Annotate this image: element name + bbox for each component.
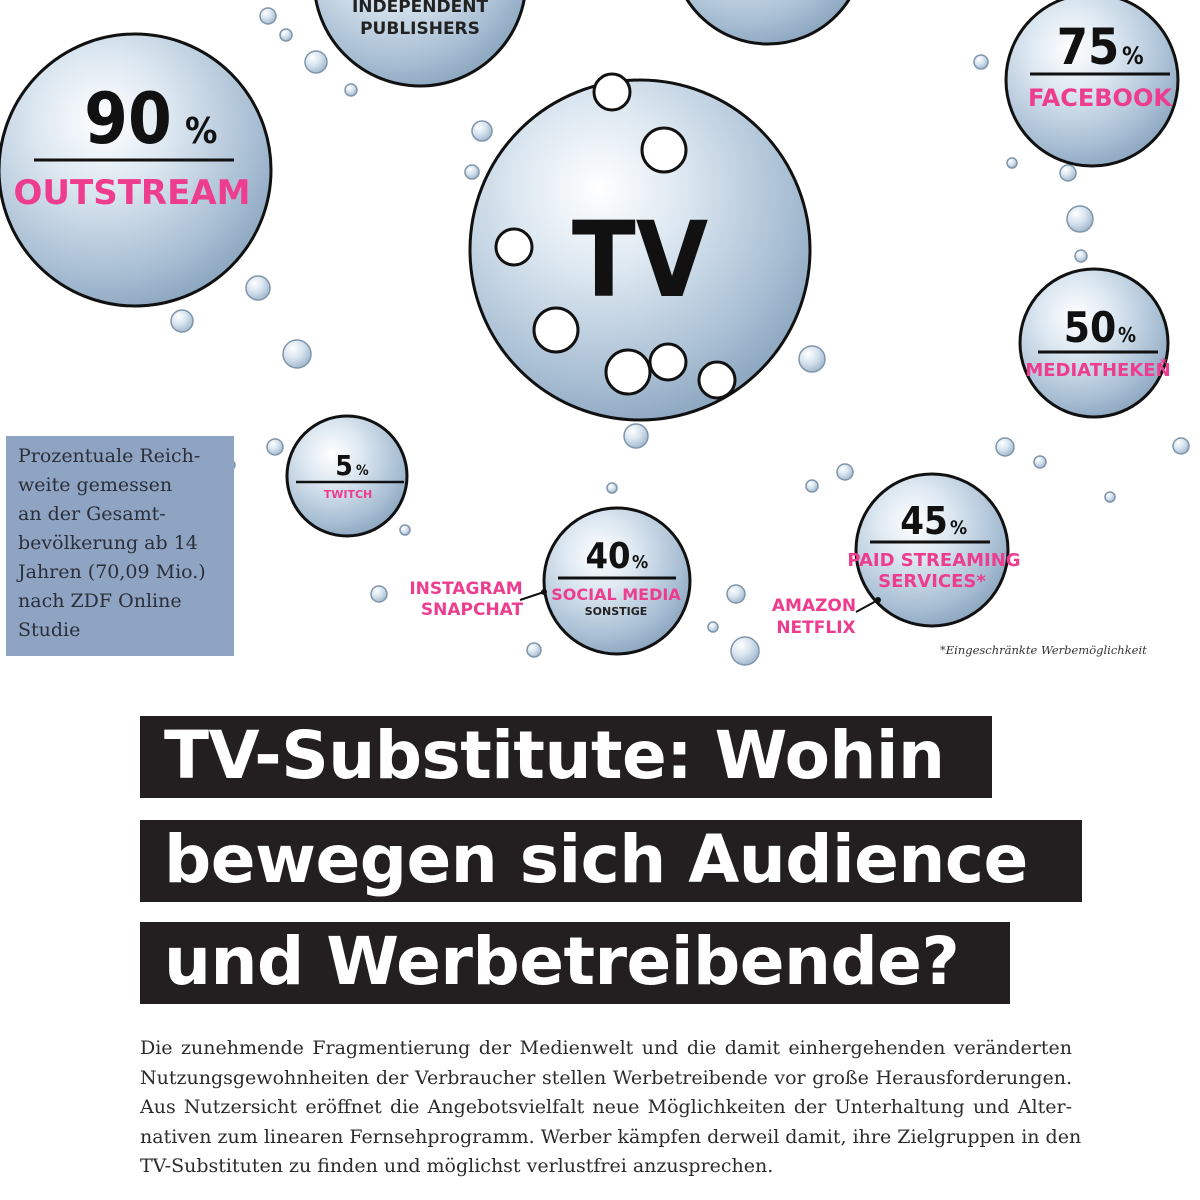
independent-label-2: PUBLISHERS bbox=[360, 19, 480, 39]
twitch-label: TWITCH bbox=[324, 488, 373, 501]
tv-label: TV bbox=[572, 199, 709, 321]
body-line: Aus Nutzersicht eröffnet die Angebotsvie… bbox=[140, 1096, 1072, 1118]
headline-line-1: TV-Substitute: Wohin bbox=[140, 716, 992, 798]
snapchat-label: SNAPCHAT bbox=[421, 600, 524, 620]
mediatheken-label: MEDIATHEKEN bbox=[1025, 360, 1170, 381]
twitch-unit: % bbox=[356, 463, 369, 479]
mediatheken-mark: * bbox=[1160, 357, 1167, 372]
note-line: bevölkerung ab 14 bbox=[18, 532, 198, 554]
footnote: *Eingeschränkte Werbemöglichkeit bbox=[940, 643, 1147, 657]
note-line: nach ZDF Online bbox=[18, 590, 182, 612]
twitch-value: 5 bbox=[335, 449, 353, 482]
top-partial-bubble bbox=[685, 0, 851, 46]
paid-value: 45 bbox=[900, 499, 948, 543]
outstream-label: OUTSTREAM bbox=[14, 173, 251, 213]
small-bubbles bbox=[170, 7, 1190, 666]
note-line: Jahren (70,09 Mio.) bbox=[18, 561, 206, 583]
headline-line-2: bewegen sich Audience bbox=[140, 820, 1082, 902]
independent-label-1: INDEPENDENT bbox=[352, 0, 489, 17]
mediatheken-value: 50 bbox=[1064, 303, 1117, 352]
netflix-label: NETFLIX bbox=[776, 618, 855, 638]
twitch-bubble: 5 % TWITCH bbox=[285, 414, 409, 538]
body-line: TV-Substituten zu finden und möglichst v… bbox=[140, 1155, 774, 1177]
tv-bubble: TV bbox=[468, 72, 812, 422]
social-value: 40 bbox=[585, 536, 630, 577]
social-media-bubble: 40 % SOCIAL MEDIA SONSTIGE bbox=[542, 506, 692, 656]
note-line: an der Gesamt- bbox=[18, 503, 166, 525]
headline-line-3: und Werbetreibende? bbox=[140, 922, 1010, 1004]
facebook-bubble: 75 % FACEBOOK bbox=[1004, 0, 1180, 168]
social-unit: % bbox=[632, 552, 648, 573]
mediatheken-bubble: 50 % MEDIATHEKEN * bbox=[1018, 267, 1171, 419]
facebook-label: FACEBOOK bbox=[1028, 84, 1173, 112]
social-label: SOCIAL MEDIA bbox=[551, 585, 681, 604]
body-line: Die zunehmende Fragmentierung der Medien… bbox=[140, 1037, 1072, 1059]
note-line: weite gemessen bbox=[18, 474, 173, 496]
note-line: Studie bbox=[18, 619, 81, 641]
amazon-label: AMAZON bbox=[772, 596, 856, 616]
social-sub: SONSTIGE bbox=[585, 605, 648, 618]
independent-publishers-bubble: INDEPENDENT PUBLISHERS bbox=[314, 0, 526, 88]
instagram-label: INSTAGRAM bbox=[409, 579, 522, 599]
body-text: Die zunehmende Fragmentierung der Medien… bbox=[140, 1034, 1082, 1182]
outstream-unit: % bbox=[185, 111, 217, 152]
body-line: Nutzungsgewohnheiten der Verbraucher ste… bbox=[140, 1066, 1072, 1089]
paid-streaming-bubble: 45 % PAID STREAMING SERVICES* bbox=[847, 472, 1021, 628]
paid-unit: % bbox=[950, 517, 967, 539]
facebook-value: 75 bbox=[1057, 18, 1120, 76]
note-box: Prozentuale Reich- weite gemessen an der… bbox=[6, 436, 234, 656]
facebook-unit: % bbox=[1122, 42, 1144, 70]
instagram-callout: INSTAGRAM SNAPCHAT bbox=[409, 579, 547, 620]
paid-label-1: PAID STREAMING bbox=[847, 550, 1020, 571]
mediatheken-unit: % bbox=[1118, 323, 1136, 347]
amazon-callout: AMAZON NETFLIX bbox=[772, 596, 881, 638]
body-line: nativen zum linearen Fernsehprogramm. We… bbox=[140, 1125, 1082, 1148]
paid-label-2: SERVICES* bbox=[878, 571, 986, 592]
outstream-value: 90 bbox=[84, 78, 172, 160]
note-line: Prozentuale Reich- bbox=[18, 445, 201, 467]
infographic: TV 90 % OUTSTREAM INDEPENDENT PUBLISHERS… bbox=[0, 0, 1190, 666]
outstream-bubble: 90 % OUTSTREAM bbox=[0, 32, 273, 308]
